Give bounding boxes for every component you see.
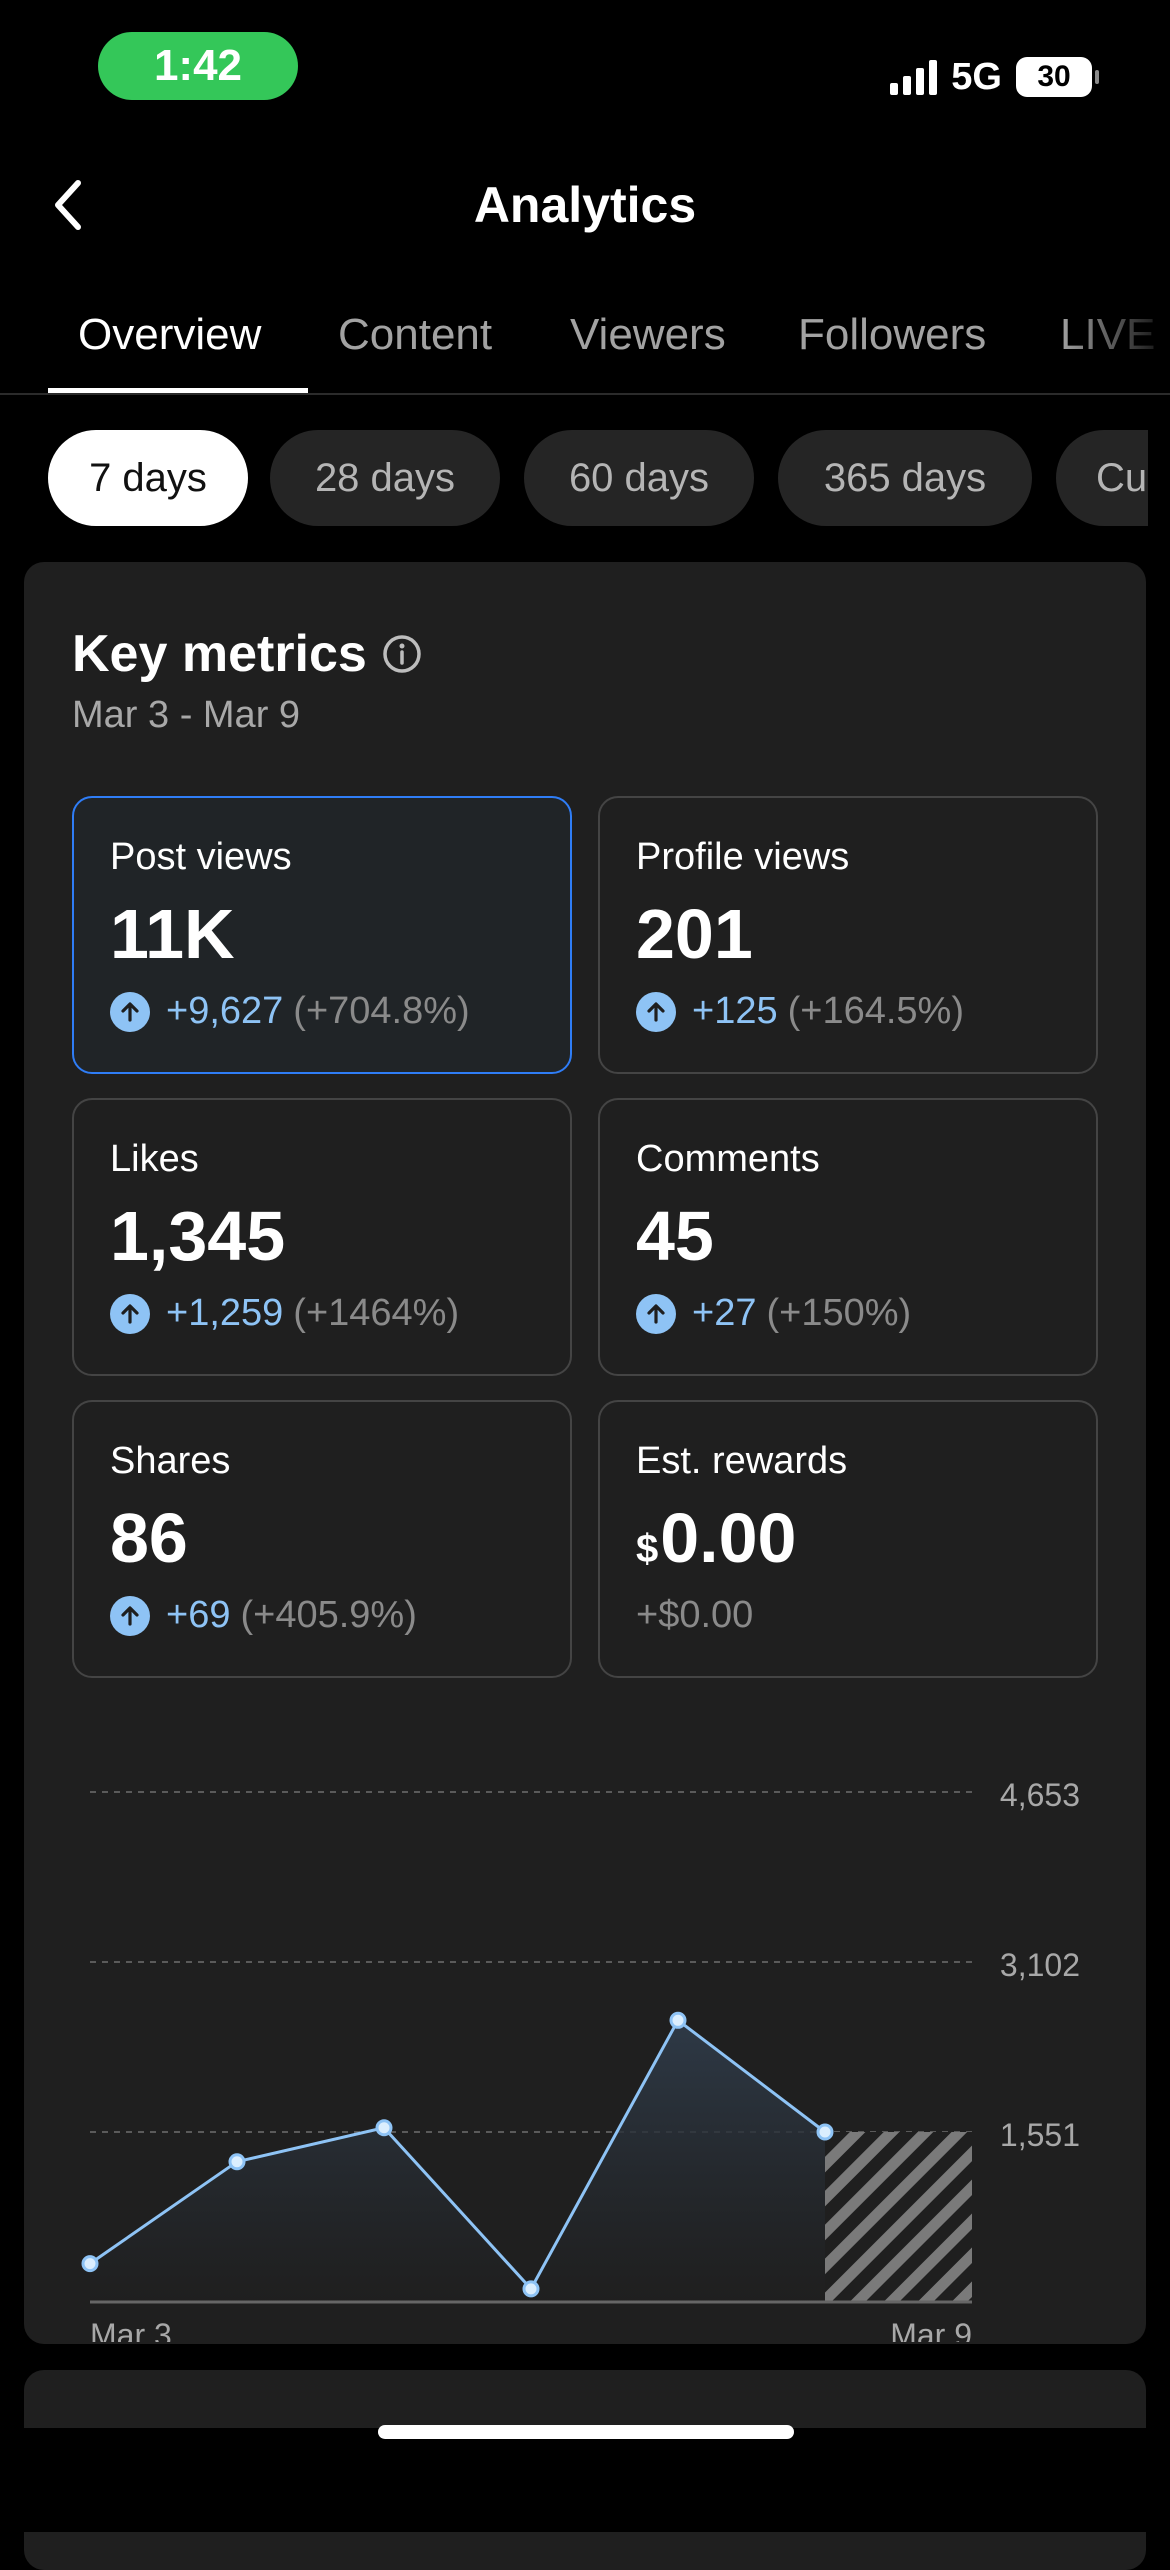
chart-data-point xyxy=(522,2280,540,2298)
status-indicators: 5G 30 xyxy=(890,52,1099,102)
metric-profile-views[interactable]: Profile views 201 +125 (+164.5%) xyxy=(598,796,1098,1074)
home-indicator[interactable] xyxy=(378,2425,794,2439)
x-axis-label-start: Mar 3 xyxy=(90,2317,172,2342)
post-views-line-chart[interactable]: 4,653 3,102 1,551 Mar 3 Mar 9 xyxy=(24,1702,1146,2342)
battery-icon: 30 xyxy=(1016,57,1099,97)
page-title: Analytics xyxy=(473,177,697,233)
metric-delta-value: +$0.00 xyxy=(636,1594,754,1636)
info-icon[interactable] xyxy=(381,633,423,675)
metric-value: 1,345 xyxy=(110,1197,286,1275)
metric-post-views[interactable]: Post views 11K +9,627 (+704.8%) xyxy=(72,796,572,1074)
metric-delta-percent: (+164.5%) xyxy=(787,990,964,1032)
back-chevron-icon[interactable] xyxy=(38,170,98,240)
chart-data-point xyxy=(816,2123,834,2141)
metric-label: Est. rewards xyxy=(636,1440,848,1482)
status-time: 1:42 xyxy=(98,32,298,100)
metric-delta: +1,259 (+1464%) xyxy=(110,1292,459,1335)
key-metrics-title: Key metrics xyxy=(72,625,367,683)
chart-series-line xyxy=(89,2018,826,2291)
metric-delta: +9,627 (+704.8%) xyxy=(110,990,470,1033)
metric-value: 11K xyxy=(110,895,235,973)
metric-delta: +27 (+150%) xyxy=(636,1292,911,1335)
chart-area-fill xyxy=(90,2020,825,2302)
tab-content[interactable]: Content xyxy=(338,310,493,359)
metric-shares[interactable]: Shares 86 +69 (+405.9%) xyxy=(72,1400,572,1678)
tab-bar: Overview Content Viewers Followers LIVE xyxy=(0,300,1170,395)
arrow-up-icon xyxy=(110,991,150,1032)
period-chip-60-days[interactable]: 60 days xyxy=(524,430,754,526)
metric-label: Profile views xyxy=(636,836,850,878)
metric-delta-value: +9,627 xyxy=(166,990,284,1032)
metric-value: 45 xyxy=(636,1197,714,1275)
chart-data-point xyxy=(81,2255,99,2273)
bottom-safe-area xyxy=(0,2428,1170,2532)
metric-label: Shares xyxy=(110,1440,231,1482)
chart-data-point xyxy=(669,2011,687,2029)
metric-value: 201 xyxy=(636,895,753,973)
metric-value-row: $0.00 xyxy=(636,1498,797,1578)
key-metrics-header: Key metrics xyxy=(72,624,423,684)
chart-incomplete-period xyxy=(825,2132,972,2302)
tab-viewers[interactable]: Viewers xyxy=(570,310,726,359)
tab-overview[interactable]: Overview xyxy=(78,310,262,359)
cellular-signal-icon xyxy=(890,59,938,95)
tab-live[interactable]: LIVE xyxy=(1060,310,1156,359)
metric-label: Comments xyxy=(636,1138,820,1180)
metric-label: Post views xyxy=(110,836,292,878)
chart-data-point xyxy=(228,2153,246,2171)
y-tick-label: 3,102 xyxy=(1000,1947,1080,1983)
network-type: 5G xyxy=(951,55,1002,98)
key-metrics-card: Key metrics Mar 3 - Mar 9 Post views 11K… xyxy=(24,562,1146,2344)
metric-delta-percent: (+150%) xyxy=(766,1292,912,1334)
date-range: Mar 3 - Mar 9 xyxy=(72,694,301,736)
metric-delta-value: +69 xyxy=(166,1594,231,1636)
metric-delta: +$0.00 xyxy=(636,1594,753,1637)
chips-clip xyxy=(1148,430,1170,526)
metric-delta-value: +27 xyxy=(692,1292,757,1334)
y-tick-label: 1,551 xyxy=(1000,2117,1080,2153)
metric-comments[interactable]: Comments 45 +27 (+150%) xyxy=(598,1098,1098,1376)
tab-followers[interactable]: Followers xyxy=(798,310,987,359)
period-selector: 7 days 28 days 60 days 365 days Cu xyxy=(0,430,1170,526)
metric-delta-percent: (+1464%) xyxy=(293,1292,460,1334)
active-tab-indicator xyxy=(48,388,308,393)
arrow-up-icon xyxy=(110,1293,150,1334)
currency-symbol: $ xyxy=(636,1527,659,1571)
period-chip-7-days[interactable]: 7 days xyxy=(48,430,248,526)
metric-est-rewards[interactable]: Est. rewards $0.00 +$0.00 xyxy=(598,1400,1098,1678)
period-chip-365-days[interactable]: 365 days xyxy=(778,430,1032,526)
metric-delta-percent: (+704.8%) xyxy=(293,990,470,1032)
metric-delta: +69 (+405.9%) xyxy=(110,1594,417,1637)
arrow-up-icon xyxy=(636,991,676,1032)
x-axis-label-end: Mar 9 xyxy=(890,2317,972,2342)
metric-value: 86 xyxy=(110,1499,188,1577)
metric-delta-value: +1,259 xyxy=(166,1292,284,1334)
metric-delta: +125 (+164.5%) xyxy=(636,990,964,1033)
metric-label: Likes xyxy=(110,1138,199,1180)
period-chip-28-days[interactable]: 28 days xyxy=(270,430,500,526)
metric-delta-value: +125 xyxy=(692,990,778,1032)
metric-value: 0.00 xyxy=(660,1499,797,1577)
arrow-up-icon xyxy=(110,1595,150,1636)
arrow-up-icon xyxy=(636,1293,676,1334)
battery-level: 30 xyxy=(1037,60,1071,93)
chart-data-point xyxy=(375,2119,393,2137)
metric-likes[interactable]: Likes 1,345 +1,259 (+1464%) xyxy=(72,1098,572,1376)
y-tick-label: 4,653 xyxy=(1000,1777,1080,1813)
metric-delta-percent: (+405.9%) xyxy=(240,1594,417,1636)
